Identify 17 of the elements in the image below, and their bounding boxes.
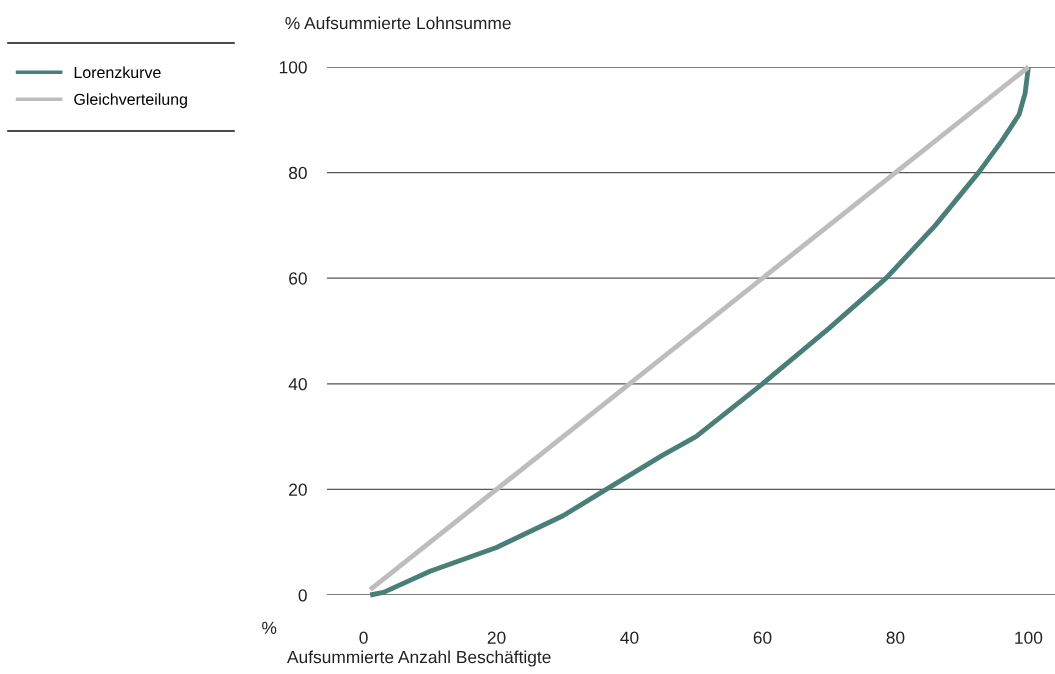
y-tick-label: 0 [298,589,307,602]
x-tick-label: 0 [359,631,368,644]
text: % [262,621,277,634]
x-tick-label: 100 [1015,631,1043,644]
y-tick-label: 60 [289,272,307,285]
y-tick-label: 80 [289,166,307,180]
y-tick-label: 20 [289,483,307,496]
y-tick-label: 40 [288,377,307,391]
y-tick-label: 100 [279,61,307,74]
x-axis-title: Aufsummierte Anzahl Beschäftigte [287,650,551,667]
x-tick-label: 40 [620,631,639,644]
x-tick-label: 60 [753,631,772,644]
x-tick-label: 80 [886,631,905,644]
y-axis-title: % Aufsummierte Lohnsumme [285,16,511,30]
x-tick-label: 20 [487,631,506,644]
legend-label: Gleichverteilung [74,93,187,109]
legend-label: Lorenzkurve [74,66,161,79]
